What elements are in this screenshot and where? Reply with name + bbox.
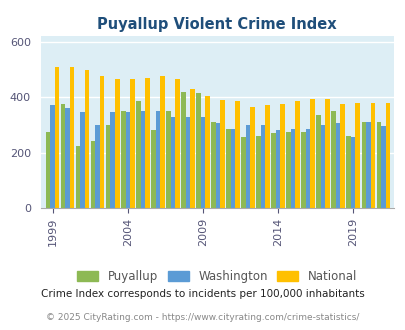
Text: Crime Index corresponds to incidents per 100,000 inhabitants: Crime Index corresponds to incidents per… <box>41 289 364 299</box>
Bar <box>226 129 230 208</box>
Bar <box>360 122 365 208</box>
Bar <box>95 125 100 208</box>
Bar <box>355 103 359 208</box>
Bar <box>100 77 104 208</box>
Bar <box>220 100 224 208</box>
Bar <box>170 116 175 208</box>
Bar <box>65 108 70 208</box>
Bar <box>345 136 350 208</box>
Bar <box>295 101 299 208</box>
Bar <box>275 130 279 208</box>
Bar <box>245 125 249 208</box>
Legend: Puyallup, Washington, National: Puyallup, Washington, National <box>72 265 361 288</box>
Bar <box>215 123 220 208</box>
Bar <box>271 133 275 208</box>
Bar <box>249 107 254 208</box>
Bar <box>205 96 209 208</box>
Bar <box>256 136 260 208</box>
Bar <box>160 77 164 208</box>
Bar <box>286 132 290 208</box>
Bar <box>46 132 50 208</box>
Text: © 2025 CityRating.com - https://www.cityrating.com/crime-statistics/: © 2025 CityRating.com - https://www.city… <box>46 313 359 322</box>
Bar <box>166 111 170 208</box>
Bar <box>155 111 160 208</box>
Bar <box>175 79 179 208</box>
Bar <box>200 116 205 208</box>
Bar <box>80 113 85 208</box>
Bar <box>91 142 95 208</box>
Bar <box>121 111 125 208</box>
Bar <box>230 129 234 208</box>
Bar <box>305 129 310 208</box>
Bar <box>85 70 89 208</box>
Bar <box>140 111 145 208</box>
Bar <box>350 137 355 208</box>
Bar <box>130 79 134 208</box>
Bar <box>136 101 140 208</box>
Bar <box>310 99 314 208</box>
Bar <box>185 116 190 208</box>
Bar <box>241 137 245 208</box>
Bar <box>325 99 329 208</box>
Bar <box>196 93 200 208</box>
Bar <box>234 101 239 208</box>
Bar <box>181 92 185 208</box>
Bar <box>330 111 335 208</box>
Bar <box>106 125 110 208</box>
Bar <box>264 106 269 208</box>
Bar <box>370 103 374 208</box>
Bar <box>145 78 149 208</box>
Bar <box>115 79 119 208</box>
Bar <box>375 122 380 208</box>
Title: Puyallup Violent Crime Index: Puyallup Violent Crime Index <box>97 17 336 32</box>
Bar <box>365 122 370 208</box>
Bar <box>61 104 65 208</box>
Bar <box>260 125 264 208</box>
Bar <box>110 113 115 208</box>
Bar <box>301 132 305 208</box>
Bar <box>211 122 215 208</box>
Bar <box>279 104 284 208</box>
Bar <box>70 67 74 208</box>
Bar <box>151 130 155 208</box>
Bar <box>76 146 80 208</box>
Bar <box>55 67 59 208</box>
Bar <box>125 113 130 208</box>
Bar <box>290 129 295 208</box>
Bar <box>385 103 389 208</box>
Bar <box>340 104 344 208</box>
Bar <box>315 115 320 208</box>
Bar <box>335 123 340 208</box>
Bar <box>380 126 385 208</box>
Bar <box>50 106 55 208</box>
Bar <box>320 125 325 208</box>
Bar <box>190 89 194 208</box>
